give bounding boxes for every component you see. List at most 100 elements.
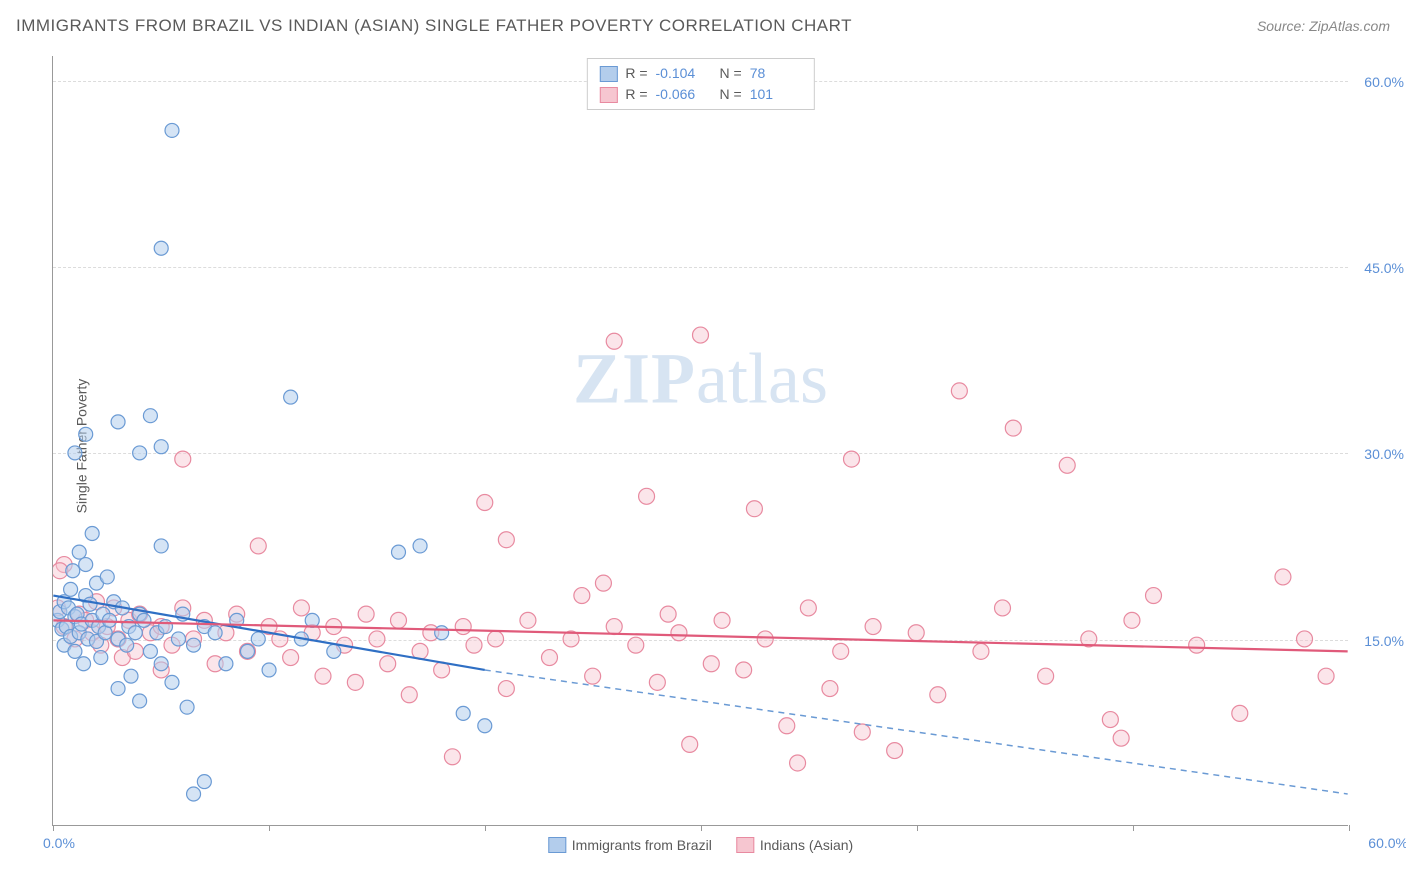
- data-point: [844, 451, 860, 467]
- data-point: [800, 600, 816, 616]
- chart-header: IMMIGRANTS FROM BRAZIL VS INDIAN (ASIAN)…: [16, 16, 1390, 36]
- data-point: [143, 409, 157, 423]
- data-point: [606, 333, 622, 349]
- data-point: [498, 532, 514, 548]
- data-point: [154, 241, 168, 255]
- x-tick: [53, 825, 54, 831]
- data-point: [159, 620, 173, 634]
- data-point: [283, 650, 299, 666]
- data-point: [94, 651, 108, 665]
- legend-n-value-b: 101: [750, 84, 802, 105]
- legend-swatch-indians: [736, 837, 754, 853]
- data-point: [369, 631, 385, 647]
- data-point: [79, 427, 93, 441]
- legend-n-label-a: N =: [720, 63, 742, 84]
- data-point: [111, 682, 125, 696]
- legend-r-label-a: R =: [625, 63, 647, 84]
- legend-label-brazil: Immigrants from Brazil: [572, 837, 712, 853]
- data-point: [456, 706, 470, 720]
- data-point: [477, 495, 493, 511]
- data-point: [262, 663, 276, 677]
- x-tick: [1133, 825, 1134, 831]
- x-axis-min-label: 0.0%: [43, 835, 75, 851]
- data-point: [1059, 457, 1075, 473]
- data-point: [585, 668, 601, 684]
- legend-row-a: R = -0.104 N = 78: [599, 63, 801, 84]
- data-point: [154, 440, 168, 454]
- data-point: [908, 625, 924, 641]
- data-point: [822, 681, 838, 697]
- data-point: [444, 749, 460, 765]
- series-legend: Immigrants from Brazil Indians (Asian): [548, 837, 853, 853]
- data-point: [736, 662, 752, 678]
- data-point: [671, 625, 687, 641]
- x-tick: [1349, 825, 1350, 831]
- data-point: [1113, 730, 1129, 746]
- legend-r-value-a: -0.104: [656, 63, 708, 84]
- data-point: [865, 619, 881, 635]
- x-tick: [701, 825, 702, 831]
- data-point: [380, 656, 396, 672]
- data-point: [180, 700, 194, 714]
- data-point: [951, 383, 967, 399]
- data-point: [1189, 637, 1205, 653]
- data-point: [703, 656, 719, 672]
- x-tick: [917, 825, 918, 831]
- data-point: [284, 390, 298, 404]
- data-point: [392, 545, 406, 559]
- data-point: [83, 597, 97, 611]
- data-point: [401, 687, 417, 703]
- data-point: [973, 643, 989, 659]
- correlation-legend: R = -0.104 N = 78 R = -0.066 N = 101: [586, 58, 814, 110]
- data-point: [251, 632, 265, 646]
- trend-line: [485, 670, 1348, 794]
- x-axis-max-label: 60.0%: [1368, 835, 1406, 851]
- data-point: [1232, 705, 1248, 721]
- data-point: [1318, 668, 1334, 684]
- y-tick-label: 30.0%: [1354, 446, 1404, 462]
- data-point: [102, 613, 116, 627]
- data-point: [347, 674, 363, 690]
- chart-plot-area: ZIPatlas R = -0.104 N = 78 R = -0.066 N …: [52, 56, 1348, 826]
- legend-item-a: Immigrants from Brazil: [548, 837, 712, 853]
- legend-item-b: Indians (Asian): [736, 837, 853, 853]
- data-point: [435, 626, 449, 640]
- legend-r-value-b: -0.066: [656, 84, 708, 105]
- data-point: [137, 613, 151, 627]
- data-point: [1275, 569, 1291, 585]
- data-point: [1297, 631, 1313, 647]
- data-point: [154, 657, 168, 671]
- data-point: [779, 718, 795, 734]
- data-point: [250, 538, 266, 554]
- legend-r-label-b: R =: [625, 84, 647, 105]
- legend-n-label-b: N =: [720, 84, 742, 105]
- data-point: [133, 694, 147, 708]
- data-point: [133, 446, 147, 460]
- data-point: [175, 451, 191, 467]
- data-point: [714, 612, 730, 628]
- data-point: [574, 588, 590, 604]
- legend-swatch-a: [599, 66, 617, 82]
- data-point: [639, 488, 655, 504]
- data-point: [171, 632, 185, 646]
- data-point: [595, 575, 611, 591]
- x-tick: [485, 825, 486, 831]
- data-point: [995, 600, 1011, 616]
- data-point: [746, 501, 762, 517]
- data-point: [660, 606, 676, 622]
- legend-swatch-brazil: [548, 837, 566, 853]
- data-point: [930, 687, 946, 703]
- data-point: [466, 637, 482, 653]
- data-point: [488, 631, 504, 647]
- y-tick-label: 15.0%: [1354, 633, 1404, 649]
- data-point: [219, 657, 233, 671]
- x-tick: [269, 825, 270, 831]
- data-point: [542, 650, 558, 666]
- data-point: [790, 755, 806, 771]
- data-point: [111, 415, 125, 429]
- data-point: [327, 644, 341, 658]
- data-point: [120, 638, 134, 652]
- data-point: [682, 736, 698, 752]
- data-point: [305, 613, 319, 627]
- data-point: [1005, 420, 1021, 436]
